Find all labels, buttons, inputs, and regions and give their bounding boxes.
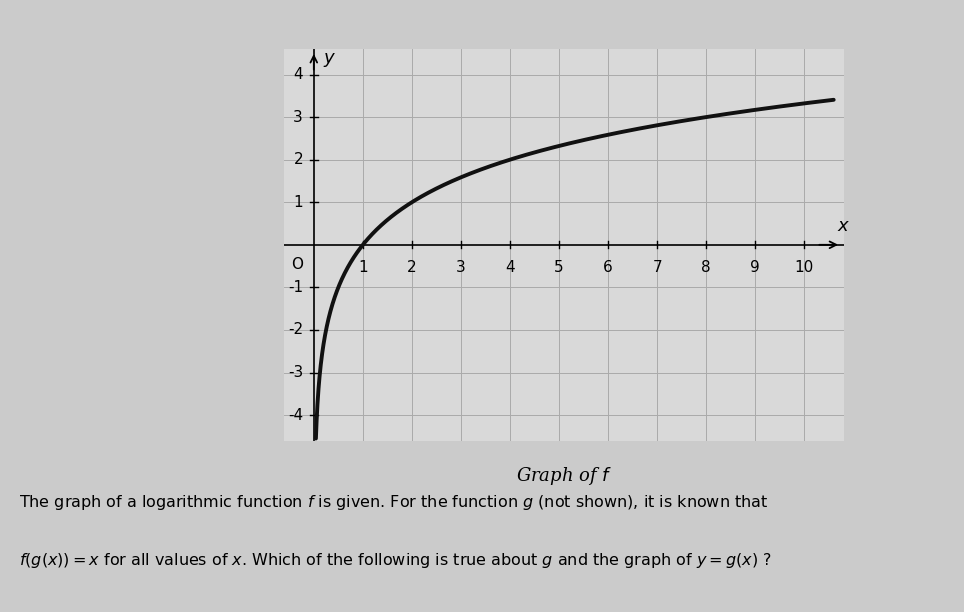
Text: 5: 5: [554, 259, 564, 275]
Text: 9: 9: [750, 259, 760, 275]
Text: 1: 1: [293, 195, 303, 210]
Text: 2: 2: [293, 152, 303, 167]
Text: $x$: $x$: [837, 217, 850, 236]
Text: 4: 4: [505, 259, 515, 275]
Text: 10: 10: [794, 259, 814, 275]
Text: -4: -4: [288, 408, 303, 423]
Text: -1: -1: [288, 280, 303, 295]
Text: 7: 7: [653, 259, 662, 275]
Text: 3: 3: [456, 259, 466, 275]
Text: 3: 3: [293, 110, 303, 125]
Text: -2: -2: [288, 323, 303, 337]
Text: 1: 1: [358, 259, 367, 275]
Text: $y$: $y$: [323, 51, 335, 69]
Text: -3: -3: [288, 365, 303, 380]
Text: 2: 2: [407, 259, 416, 275]
Text: 4: 4: [293, 67, 303, 82]
Text: 6: 6: [603, 259, 613, 275]
Text: O: O: [291, 256, 303, 272]
Text: $f(g(x)) = x$ for all values of $x$. Which of the following is true about $g$ an: $f(g(x)) = x$ for all values of $x$. Whi…: [19, 551, 772, 570]
Text: Graph of $f$: Graph of $f$: [516, 465, 612, 487]
Text: 8: 8: [702, 259, 711, 275]
Text: The graph of a logarithmic function $f$ is given. For the function $g$ (not show: The graph of a logarithmic function $f$ …: [19, 493, 768, 512]
